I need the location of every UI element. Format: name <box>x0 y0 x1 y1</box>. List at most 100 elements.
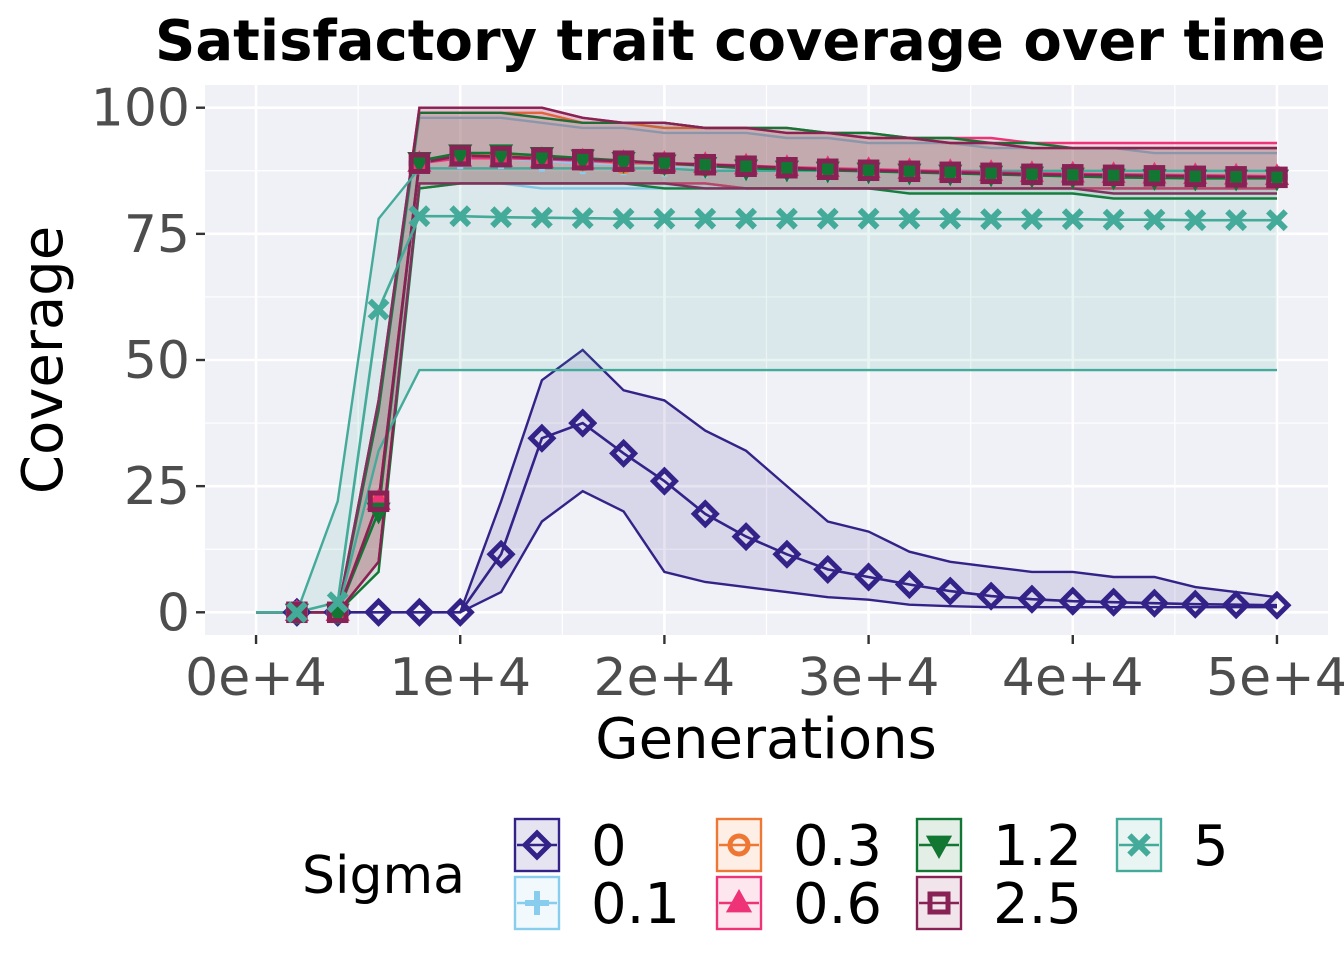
legend-marker <box>925 835 953 860</box>
point-sigma-2.5 <box>531 147 553 169</box>
point-sigma-0 <box>854 562 884 592</box>
point-sigma-5 <box>285 601 308 624</box>
legend-label: 0.6 <box>793 872 882 937</box>
x-tick-label: 3e+4 <box>798 648 940 708</box>
point-sigma-2.5 <box>571 148 594 171</box>
point-sigma-5 <box>653 207 676 230</box>
point-sigma-5 <box>326 591 349 614</box>
x-tick-label: 5e+4 <box>1206 648 1344 708</box>
point-sigma-1.2 <box>1183 169 1208 192</box>
point-sigma-2.5 <box>653 152 676 174</box>
axes: 0e+4 1e+4 2e+4 3e+4 4e+4 5e+4 0 25 50 75 100 <box>91 79 1344 708</box>
point-sigma-0 <box>1139 588 1169 618</box>
point-sigma-2.5 <box>1184 165 1207 188</box>
point-sigma-5 <box>1266 209 1288 232</box>
y-tick-label: 75 <box>124 205 190 265</box>
legend-marker <box>521 829 553 861</box>
point-sigma-0 <box>445 597 475 627</box>
point-sigma-5 <box>816 207 839 230</box>
point-sigma-2.5 <box>449 144 471 167</box>
point-sigma-5 <box>408 205 431 228</box>
legend-marker <box>727 833 751 857</box>
point-sigma-2.5 <box>1062 164 1084 186</box>
point-sigma-5 <box>1102 208 1125 231</box>
line-sigma-0 <box>256 421 1278 614</box>
lower-bound-sigma-2.5 <box>256 182 1277 614</box>
point-sigma-0 <box>1058 586 1088 616</box>
legend-item-sigma-0: 0 <box>513 814 627 879</box>
legend-item-sigma-0.3: 0.3 <box>715 814 882 879</box>
point-sigma-0 <box>486 539 516 569</box>
legend-item-sigma-5: 5 <box>1115 814 1229 879</box>
point-sigma-5 <box>735 207 758 230</box>
x-tick-label: 0e+4 <box>185 648 327 708</box>
legend-label: 5 <box>1193 814 1229 879</box>
legend-label: 0 <box>591 814 627 879</box>
legend-item-sigma-1.2: 1.2 <box>915 814 1082 879</box>
y-tick-label: 100 <box>91 79 190 139</box>
x-tick-label: 1e+4 <box>389 648 531 708</box>
point-sigma-2.5 <box>1021 163 1043 186</box>
x-axis-title: Generations <box>595 707 937 772</box>
point-sigma-1.2 <box>1101 168 1126 191</box>
legend-label: 1.2 <box>993 814 1082 879</box>
point-sigma-0 <box>690 499 720 529</box>
legend-marker <box>525 891 549 915</box>
point-sigma-0 <box>813 554 843 584</box>
point-sigma-0 <box>976 581 1006 611</box>
point-sigma-5 <box>1225 209 1248 232</box>
point-sigma-0 <box>1262 590 1292 620</box>
point-sigma-2.5 <box>490 145 512 168</box>
point-sigma-2.5 <box>367 490 390 513</box>
x-tick-label: 4e+4 <box>1002 648 1144 708</box>
point-sigma-2.5 <box>817 158 839 181</box>
point-sigma-0 <box>1099 587 1129 617</box>
point-sigma-5 <box>775 207 798 230</box>
x-tick-label: 2e+4 <box>594 648 736 708</box>
point-sigma-0 <box>527 423 557 453</box>
point-sigma-2.5 <box>694 153 716 176</box>
point-sigma-2.5 <box>1225 166 1247 188</box>
point-sigma-0 <box>731 522 761 552</box>
point-sigma-5 <box>857 207 880 230</box>
legend-label: 0.1 <box>591 872 680 937</box>
point-sigma-5 <box>490 206 512 229</box>
legend: Sigma 00.1 0.30.6 1.22.5 5 <box>302 814 1229 937</box>
point-sigma-0 <box>894 570 924 600</box>
point-sigma-5 <box>449 205 472 228</box>
point-sigma-2.5 <box>939 161 962 184</box>
point-sigma-2.5 <box>612 150 635 172</box>
point-sigma-2.5 <box>1266 166 1288 189</box>
point-sigma-2.5 <box>980 162 1002 185</box>
line-sigma-5 <box>256 214 1277 614</box>
point-sigma-5 <box>571 207 594 230</box>
point-sigma-0 <box>772 539 802 569</box>
legend-title: Sigma <box>302 846 465 906</box>
ribbon-sigma-5 <box>256 168 1277 613</box>
point-sigma-0 <box>1017 584 1047 614</box>
point-sigma-2.5 <box>857 159 880 182</box>
point-sigma-5 <box>898 207 921 230</box>
series-points <box>282 144 1292 627</box>
point-sigma-5 <box>1184 209 1207 232</box>
point-sigma-2.5 <box>898 160 921 183</box>
point-sigma-5 <box>694 207 717 230</box>
point-sigma-0 <box>609 438 639 468</box>
y-tick-label: 0 <box>157 583 190 643</box>
legend-item-sigma-0.1: 0.1 <box>513 872 680 937</box>
upper-bound-sigma-2.5 <box>256 106 1277 614</box>
legend-item-sigma-2.5: 2.5 <box>915 872 1082 937</box>
point-sigma-0 <box>649 466 679 496</box>
point-sigma-5 <box>1021 208 1043 231</box>
point-sigma-2.5 <box>1143 165 1166 187</box>
legend-item-sigma-0.6: 0.6 <box>715 872 882 937</box>
point-sigma-0 <box>364 597 394 627</box>
point-sigma-5 <box>530 206 553 229</box>
point-sigma-2.5 <box>1102 164 1125 187</box>
y-tick-label: 25 <box>124 457 190 517</box>
point-sigma-5 <box>1143 208 1166 231</box>
lower-bound-sigma-5 <box>256 368 1277 614</box>
point-sigma-2.5 <box>286 601 308 624</box>
point-sigma-0 <box>1180 589 1210 619</box>
